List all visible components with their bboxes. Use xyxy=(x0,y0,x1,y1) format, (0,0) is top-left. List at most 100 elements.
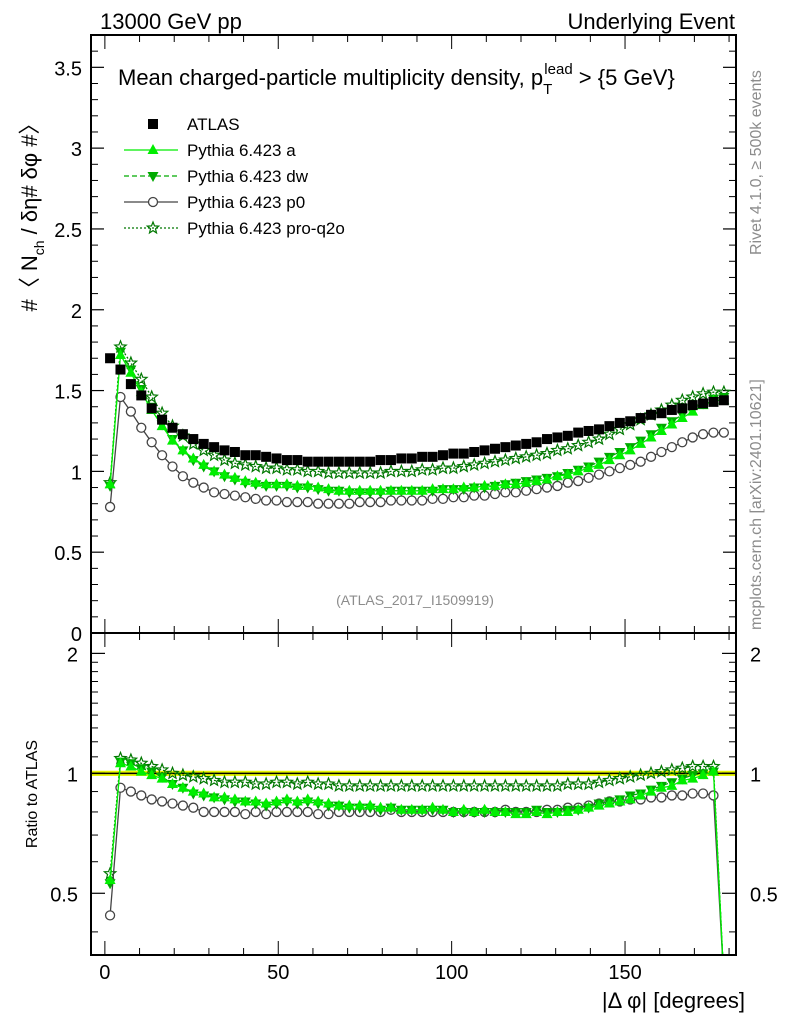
legend-label: Pythia 6.423 dw xyxy=(187,167,309,186)
ratio-point-pythia-6-423-a xyxy=(354,799,366,810)
header-right: Underlying Event xyxy=(567,9,735,34)
data-point-pythia-6-423-pro-q2o xyxy=(570,437,586,452)
ratio-point-pythia-6-423-pro-q2o xyxy=(175,767,191,782)
ratio-point-pythia-6-423-pro-q2o xyxy=(186,769,201,784)
data-point-pythia-6-423-a xyxy=(198,458,210,469)
data-point-pythia-6-423-p0 xyxy=(156,450,168,461)
data-point-pythia-6-423-a xyxy=(489,479,501,490)
data-point-pythia-6-423-p0 xyxy=(583,472,594,483)
ratio-point-pythia-6-423-pro-q2o xyxy=(643,765,659,780)
data-point-atlas xyxy=(344,456,355,467)
ratio-point-pythia-6-423-pro-q2o xyxy=(258,776,274,791)
ratio-point-pythia-6-423-pro-q2o xyxy=(269,774,284,789)
data-point-atlas xyxy=(656,408,667,419)
ratio-point-pythia-6-423-p0 xyxy=(198,806,209,818)
ratio-point-pythia-6-423-p0 xyxy=(219,806,230,818)
ratio-point-pythia-6-423-a xyxy=(385,801,397,812)
ratio-series-group xyxy=(91,750,736,955)
ratio-point-pythia-6-423-p0 xyxy=(281,806,293,818)
main-y-tick-label: 1 xyxy=(71,462,82,484)
ratio-point-pythia-6-423-pro-q2o xyxy=(664,762,680,777)
data-point-pythia-6-423-a xyxy=(260,478,272,489)
legend-marker xyxy=(147,144,159,154)
data-point-pythia-6-423-a xyxy=(343,484,355,495)
chart-title-suffix: > {5 GeV} xyxy=(573,65,675,90)
main-panel: 0 0.5 1 1.5 2 2.5 3 3.5 (ATLAS_2017_I1509919) M… xyxy=(17,34,737,646)
data-point-pythia-6-423-p0 xyxy=(385,495,397,506)
data-point-pythia-6-423-pro-q2o xyxy=(581,434,596,449)
ratio-point-pythia-6-423-a xyxy=(697,769,709,780)
data-point-pythia-6-423-p0 xyxy=(541,482,553,493)
ratio-point-pythia-6-423-a xyxy=(333,799,345,810)
ratio-point-pythia-6-423-pro-q2o xyxy=(165,765,180,780)
data-point-pythia-6-423-p0 xyxy=(604,466,615,477)
data-point-atlas xyxy=(489,443,500,454)
data-point-pythia-6-423-p0 xyxy=(666,441,677,453)
data-point-atlas xyxy=(614,417,625,428)
ratio-point-pythia-6-423-a xyxy=(239,795,251,806)
data-point-pythia-6-423-a xyxy=(291,479,303,490)
data-point-atlas xyxy=(167,422,178,433)
data-point-pythia-6-423-p0 xyxy=(188,477,199,488)
data-point-pythia-6-423-p0 xyxy=(510,487,521,498)
data-point-pythia-6-423-a xyxy=(551,470,563,481)
ratio-y-axis-label: Ratio to ATLAS xyxy=(24,740,41,848)
data-point-pythia-6-423-a xyxy=(323,483,335,494)
legend-label: Pythia 6.423 a xyxy=(187,141,296,160)
ratio-point-pythia-6-423-pro-q2o xyxy=(674,760,690,775)
ratio-point-pythia-6-423-a xyxy=(343,799,355,810)
data-point-atlas xyxy=(510,440,521,451)
data-point-atlas xyxy=(292,455,303,466)
data-point-atlas xyxy=(261,451,272,462)
data-point-pythia-6-423-pro-q2o xyxy=(373,465,388,480)
legend-item-pythia-6-423-a: Pythia 6.423 a xyxy=(124,141,296,160)
data-point-pythia-6-423-p0 xyxy=(718,427,730,438)
ratio-point-pythia-6-423-a xyxy=(166,778,178,789)
data-point-pythia-6-423-a xyxy=(385,484,397,495)
data-point-pythia-6-423-a xyxy=(177,444,189,455)
legend-marker xyxy=(147,172,159,182)
data-point-pythia-6-423-pro-q2o xyxy=(269,460,284,475)
x-tick-label: 0 xyxy=(99,962,110,984)
ratio-point-pythia-6-423-pro-q2o xyxy=(508,778,524,793)
data-point-atlas xyxy=(157,414,168,425)
data-point-pythia-6-423-a xyxy=(687,405,699,416)
data-point-atlas xyxy=(105,353,116,364)
data-point-pythia-6-423-a xyxy=(281,478,293,489)
ratio-y-tick-label-right: 2 xyxy=(750,644,761,666)
data-point-pythia-6-423-a xyxy=(375,484,387,495)
data-point-pythia-6-423-p0 xyxy=(292,496,303,508)
data-point-pythia-6-423-p0 xyxy=(365,496,376,508)
ratio-point-pythia-6-423-a xyxy=(447,805,459,816)
main-y-tick-label: 0.5 xyxy=(54,543,82,565)
main-y-tick-label: 2.5 xyxy=(54,220,82,242)
ratio-point-pythia-6-423-a xyxy=(603,797,615,808)
data-point-atlas xyxy=(209,442,220,453)
data-point-atlas xyxy=(396,453,407,464)
data-point-pythia-6-423-a xyxy=(562,468,574,479)
ratio-point-pythia-6-423-a xyxy=(541,808,553,819)
ratio-point-pythia-6-423-pro-q2o xyxy=(529,778,544,793)
data-point-pythia-6-423-p0 xyxy=(656,446,667,458)
data-point-pythia-6-423-a xyxy=(312,481,324,492)
data-point-atlas xyxy=(313,456,324,467)
ratio-point-pythia-6-423-pro-q2o xyxy=(154,762,170,777)
ratio-point-pythia-6-423-a xyxy=(676,774,688,785)
data-point-pythia-6-423-p0 xyxy=(344,498,355,509)
data-point-pythia-6-423-p0 xyxy=(177,471,189,482)
data-point-pythia-6-423-a xyxy=(114,349,126,360)
data-point-atlas xyxy=(552,432,563,443)
data-point-pythia-6-423-p0 xyxy=(687,432,698,443)
data-point-pythia-6-423-pro-q2o xyxy=(238,457,253,472)
main-y-axis-label: #〈 Nch / δη# δφ #〉 xyxy=(17,112,47,311)
data-point-atlas xyxy=(687,400,698,411)
data-point-pythia-6-423-p0 xyxy=(125,406,137,417)
ratio-point-pythia-6-423-pro-q2o xyxy=(550,778,565,793)
ratio-point-pythia-6-423-a xyxy=(323,797,335,808)
data-point-pythia-6-423-pro-q2o xyxy=(477,455,492,470)
ratio-point-pythia-6-423-pro-q2o xyxy=(217,774,232,789)
ratio-point-pythia-6-423-a xyxy=(146,769,158,780)
header-left: 13000 GeV pp xyxy=(100,9,242,34)
data-point-atlas xyxy=(500,442,511,453)
